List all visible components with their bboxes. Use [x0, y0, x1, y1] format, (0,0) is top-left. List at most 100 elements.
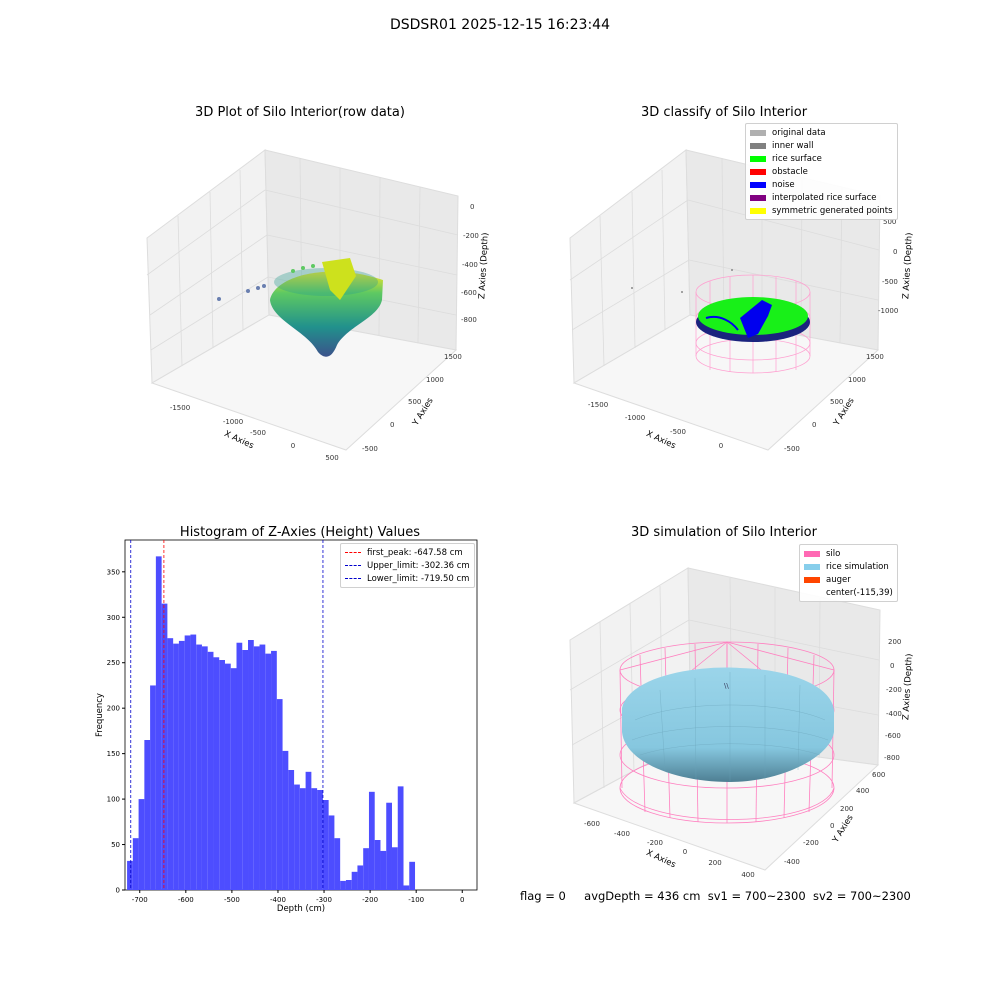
- sim-y-ticks: -400 -200 0 200 400 600: [784, 771, 885, 866]
- sim-y-tick: 600: [872, 771, 885, 779]
- hist-bar: [391, 847, 398, 890]
- hist-bar: [334, 838, 341, 890]
- hist-bar: [282, 750, 289, 890]
- hist-vlines: [130, 540, 324, 890]
- sim-y-tick: -200: [803, 839, 819, 847]
- sim-x-tick: 200: [708, 859, 721, 867]
- hist-legend-swatch: [345, 578, 361, 579]
- sim-rice-surface: [622, 667, 834, 782]
- hist-bar: [311, 788, 318, 890]
- hist-bar: [276, 699, 283, 890]
- sim-legend-swatch: [804, 576, 820, 583]
- hist-bar: [207, 651, 214, 890]
- classify-original-point: [631, 287, 633, 289]
- classify-legend-label: noise: [772, 179, 795, 190]
- sim-z-tick: -800: [884, 754, 900, 762]
- raw-z-ticks: -800 -600 -400 -200 0: [461, 203, 479, 324]
- hist-bar: [328, 815, 335, 890]
- sim-legend: silo rice simulation auger center(-115,39): [799, 544, 898, 602]
- hist-y-tick-label: 150: [107, 750, 120, 758]
- hist-bar: [380, 850, 387, 890]
- hist-legend-label: Lower_limit: -719.50 cm: [367, 573, 470, 584]
- classify-z-label: Z Axies (Depth): [901, 232, 914, 299]
- hist-bar: [201, 646, 208, 890]
- hist-legend-swatch: [345, 565, 361, 566]
- classify-legend-entry: original data: [750, 126, 893, 139]
- hist-bar: [357, 865, 364, 890]
- hist-x-tick-label: -500: [224, 896, 240, 904]
- classify-y-tick: 500: [830, 398, 843, 406]
- sim-legend-label: silo: [826, 548, 841, 559]
- hist-x-tick-label: -400: [270, 896, 286, 904]
- classify-z-tick: 0: [893, 248, 897, 256]
- classify-z-tick: -500: [882, 278, 898, 286]
- hist-legend-entry: Lower_limit: -719.50 cm: [345, 572, 470, 585]
- hist-bar: [178, 640, 185, 890]
- classify-legend-entry: inner wall: [750, 139, 893, 152]
- raw-z-tick: -200: [463, 232, 479, 240]
- classify-x-tick: -1000: [625, 414, 645, 422]
- raw-z-label: Z Axies (Depth): [477, 232, 490, 299]
- hist-legend-label: Upper_limit: -302.36 cm: [367, 560, 470, 571]
- hist-bar: [167, 638, 174, 890]
- hist-y-tick-label: 0: [116, 887, 120, 895]
- sim-z-tick: -200: [886, 686, 902, 694]
- raw-x-tick: -500: [250, 429, 266, 437]
- hist-x-tick-label: 0: [460, 896, 464, 904]
- raw-y-tick: 0: [390, 421, 394, 429]
- classify-x-tick: -500: [670, 428, 686, 436]
- sim-legend-entry: auger: [804, 573, 893, 586]
- hist-y-tick-label: 250: [107, 659, 120, 667]
- sim-auger-marker: \\: [724, 682, 729, 690]
- hist-bar: [248, 640, 254, 890]
- sim-legend-label: center(-115,39): [826, 587, 893, 598]
- footer-avg-depth: avgDepth = 436 cm: [584, 889, 701, 903]
- hist-bar: [374, 840, 381, 890]
- hist-bar: [317, 790, 323, 890]
- hist-bar: [161, 603, 168, 890]
- classify-legend-entry: symmetric generated points: [750, 204, 893, 217]
- classify-plot-title: 3D classify of Silo Interior: [641, 105, 808, 120]
- hist-y-ticks: 0 50 100 150 200 250 300 350: [107, 568, 125, 895]
- hist-bar: [253, 646, 260, 890]
- hist-bar: [242, 650, 249, 890]
- classify-legend: original data inner wall rice surface obsta…: [745, 123, 898, 220]
- hist-bar: [368, 791, 375, 890]
- classify-legend-swatch: [750, 168, 766, 175]
- raw-peak-points: [322, 258, 356, 300]
- classify-legend-label: rice surface: [772, 153, 822, 164]
- hist-bar: [219, 660, 225, 890]
- hist-bar: [363, 848, 369, 890]
- hist-bar: [403, 885, 410, 890]
- classify-legend-label: obstacle: [772, 166, 808, 177]
- hist-x-tick-label: -200: [362, 896, 378, 904]
- hist-bar: [213, 657, 220, 890]
- hist-bar: [132, 838, 139, 890]
- hist-bar: [409, 861, 416, 890]
- hist-bar: [259, 644, 266, 890]
- raw-x-tick: -1500: [170, 404, 190, 412]
- hist-bar: [386, 802, 392, 890]
- classify-legend-entry: interpolated rice surface: [750, 191, 893, 204]
- hist-legend-swatch: [345, 552, 361, 553]
- classify-legend-label: symmetric generated points: [772, 205, 893, 216]
- status-footer: flag = 0 avgDepth = 436 cm sv1 = 700~230…: [520, 889, 911, 903]
- hist-bar: [224, 663, 231, 890]
- hist-bar: [196, 644, 202, 890]
- classify-y-tick: -500: [784, 445, 800, 453]
- hist-bar: [184, 635, 191, 890]
- classify-noise-points: [740, 300, 772, 338]
- raw-z-tick: -600: [461, 289, 477, 297]
- hist-x-tick-label: -700: [132, 896, 148, 904]
- raw-outlier-point: [301, 266, 305, 270]
- hist-legend-label: first_peak: -647.58 cm: [367, 547, 463, 558]
- sim-title: 3D simulation of Silo Interior: [631, 525, 818, 540]
- raw-silo-points: [217, 258, 383, 357]
- hist-y-tick-label: 300: [107, 614, 120, 622]
- hist-y-tick-label: 200: [107, 705, 120, 713]
- sim-x-tick: -600: [584, 820, 600, 828]
- raw-y-tick: 1500: [444, 353, 462, 361]
- hist-y-tick-label: 50: [111, 841, 120, 849]
- classify-y-ticks: -500 0 500 1000 1500: [784, 353, 884, 453]
- raw-x-tick: -1000: [223, 418, 243, 426]
